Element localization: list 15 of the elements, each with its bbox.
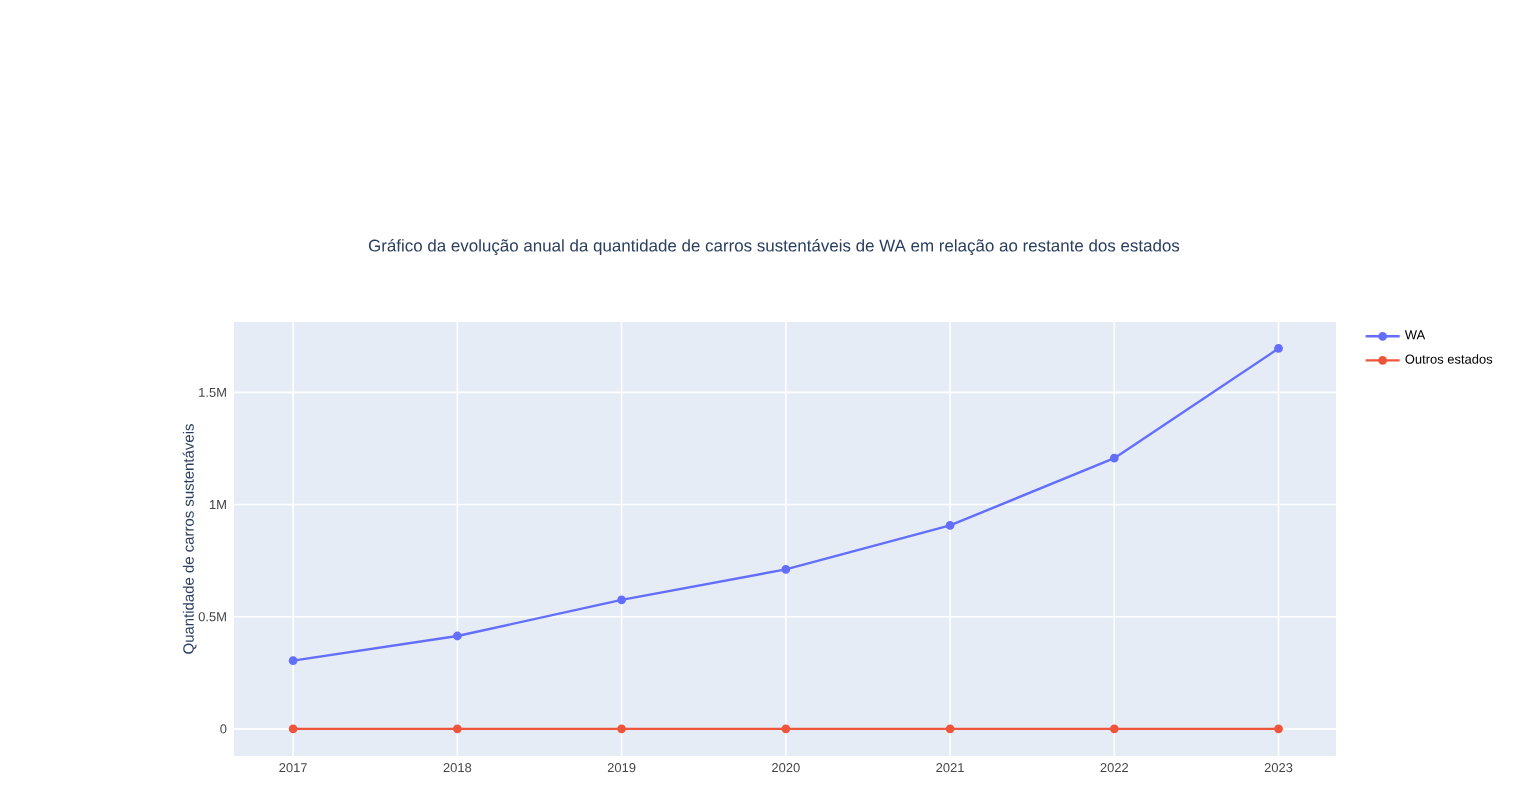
point (781, 724, 791, 734)
point (617, 595, 626, 605)
point (288, 656, 298, 666)
point (1109, 724, 1119, 734)
point (452, 631, 462, 641)
point (288, 724, 298, 734)
point (1109, 453, 1119, 463)
point (1274, 724, 1283, 734)
point (617, 724, 626, 734)
point (781, 565, 791, 574)
point (452, 724, 462, 734)
chart-title: Gráfico da evolução anual da quantidade de carros sustentáveis de WA em relação ao restante dos estados (368, 238, 1180, 255)
point (945, 724, 955, 734)
point (945, 521, 955, 530)
point (1274, 344, 1283, 353)
